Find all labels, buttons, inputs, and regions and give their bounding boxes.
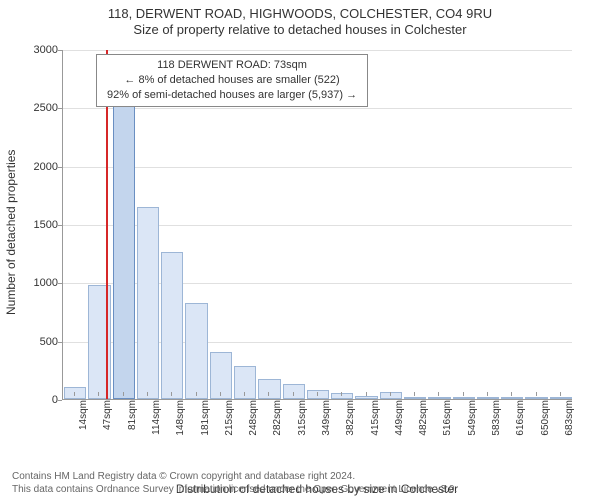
- y-tick-mark: [58, 400, 62, 401]
- x-tick-label: 114sqm: [151, 400, 162, 435]
- x-tick-label: 148sqm: [175, 400, 186, 436]
- title-block: 118, DERWENT ROAD, HIGHWOODS, COLCHESTER…: [0, 0, 600, 39]
- y-tick-label: 0: [6, 394, 58, 406]
- x-tick-mark: [196, 392, 197, 396]
- footer-line-2: This data contains Ordnance Survey infor…: [12, 484, 457, 497]
- histogram-bar: [477, 397, 499, 399]
- histogram-bar: [550, 397, 572, 399]
- x-tick-label: 181sqm: [200, 400, 211, 436]
- x-tick-mark: [487, 392, 488, 396]
- y-tick-label: 3000: [6, 44, 58, 56]
- x-tick-mark: [74, 392, 75, 396]
- y-tick-mark: [58, 50, 62, 51]
- x-tick-mark: [366, 392, 367, 396]
- title-address: 118, DERWENT ROAD, HIGHWOODS, COLCHESTER…: [0, 6, 600, 22]
- x-tick-mark: [268, 392, 269, 396]
- x-tick-mark: [317, 392, 318, 396]
- x-tick-mark: [463, 392, 464, 396]
- x-tick-mark: [171, 392, 172, 396]
- x-tick-label: 415sqm: [370, 400, 381, 436]
- x-tick-mark: [390, 392, 391, 396]
- x-tick-mark: [220, 392, 221, 396]
- x-tick-mark: [123, 392, 124, 396]
- histogram-bar: [404, 397, 426, 399]
- histogram-bar: [113, 77, 135, 399]
- y-tick-mark: [58, 167, 62, 168]
- footer-line-1: Contains HM Land Registry data © Crown c…: [12, 471, 457, 484]
- histogram-bar: [525, 397, 547, 399]
- x-tick-mark: [438, 392, 439, 396]
- x-tick-label: 81sqm: [127, 400, 138, 430]
- x-tick-label: 349sqm: [321, 400, 332, 436]
- x-tick-label: 482sqm: [418, 400, 429, 436]
- gridline: [63, 108, 572, 109]
- histogram-bar: [137, 207, 159, 400]
- histogram-bar: [428, 397, 450, 399]
- chart: Number of detached properties Distributi…: [0, 42, 600, 452]
- x-tick-label: 516sqm: [442, 400, 453, 436]
- histogram-bar: [501, 397, 523, 399]
- gridline: [63, 167, 572, 168]
- y-tick-mark: [58, 225, 62, 226]
- x-tick-mark: [293, 392, 294, 396]
- x-tick-label: 683sqm: [564, 400, 575, 436]
- x-tick-label: 248sqm: [248, 400, 259, 436]
- y-tick-mark: [58, 108, 62, 109]
- histogram-bar: [355, 396, 377, 400]
- x-tick-label: 47sqm: [102, 400, 113, 430]
- y-tick-label: 500: [6, 336, 58, 348]
- info-line-1: 118 DERWENT ROAD: 73sqm: [107, 58, 357, 73]
- x-tick-label: 14sqm: [78, 400, 89, 430]
- x-tick-label: 549sqm: [467, 400, 478, 436]
- x-tick-mark: [147, 392, 148, 396]
- x-tick-label: 616sqm: [515, 400, 526, 436]
- info-line-2: ← 8% of detached houses are smaller (522…: [107, 73, 357, 88]
- x-tick-mark: [511, 392, 512, 396]
- x-tick-label: 315sqm: [297, 400, 308, 436]
- y-axis-label: Number of detached properties: [4, 150, 18, 315]
- x-tick-label: 282sqm: [272, 400, 283, 436]
- info-line-3: 92% of semi-detached houses are larger (…: [107, 88, 357, 103]
- title-subtitle: Size of property relative to detached ho…: [0, 22, 600, 38]
- x-tick-mark: [560, 392, 561, 396]
- x-tick-mark: [536, 392, 537, 396]
- histogram-bar: [453, 397, 475, 399]
- histogram-bar: [161, 252, 183, 399]
- x-tick-label: 215sqm: [224, 400, 235, 436]
- y-tick-label: 2000: [6, 161, 58, 173]
- histogram-bar: [258, 379, 280, 399]
- x-tick-label: 449sqm: [394, 400, 405, 436]
- gridline: [63, 50, 572, 51]
- x-tick-mark: [98, 392, 99, 396]
- x-tick-mark: [341, 392, 342, 396]
- y-tick-mark: [58, 342, 62, 343]
- footer-attribution: Contains HM Land Registry data © Crown c…: [12, 471, 457, 496]
- histogram-bar: [185, 303, 207, 399]
- x-tick-label: 650sqm: [540, 400, 551, 436]
- x-tick-mark: [244, 392, 245, 396]
- y-tick-label: 1500: [6, 219, 58, 231]
- y-tick-label: 1000: [6, 277, 58, 289]
- marker-info-box: 118 DERWENT ROAD: 73sqm ← 8% of detached…: [96, 54, 368, 107]
- x-tick-label: 583sqm: [491, 400, 502, 436]
- y-tick-mark: [58, 283, 62, 284]
- x-tick-mark: [414, 392, 415, 396]
- x-tick-label: 382sqm: [345, 400, 356, 436]
- y-tick-label: 2500: [6, 102, 58, 114]
